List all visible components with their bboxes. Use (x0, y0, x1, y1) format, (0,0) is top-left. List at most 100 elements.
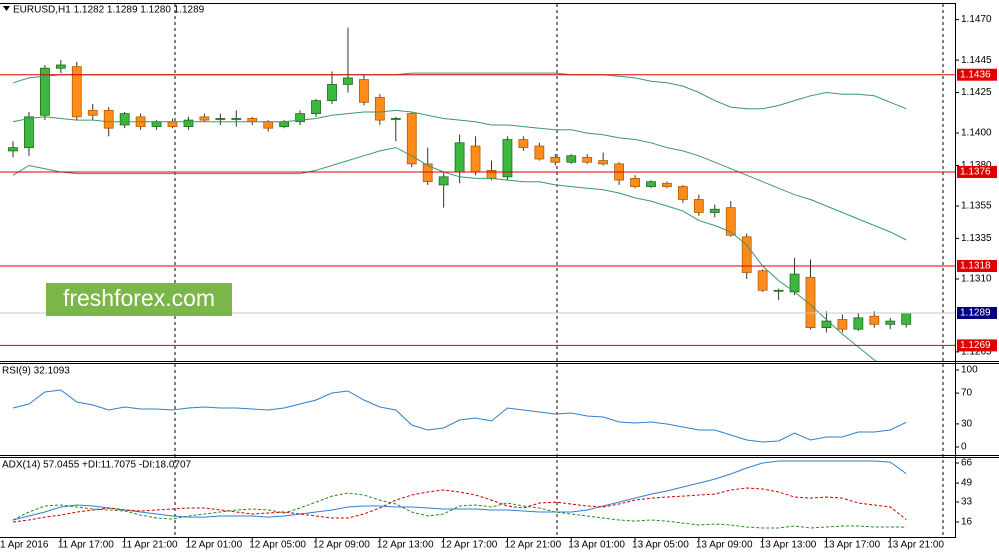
candle-body (119, 113, 130, 126)
x-tick-label: 12 Apr 17:00 (441, 540, 498, 551)
candle-body (534, 145, 545, 160)
candle-body (231, 118, 242, 120)
candle-body (869, 315, 880, 325)
candle-body (821, 320, 832, 328)
x-tick-label: 11 Apr 21:00 (122, 540, 178, 551)
x-tick-label: 12 Apr 13:00 (377, 540, 434, 551)
candle-body (518, 139, 529, 149)
candle-body (422, 163, 433, 183)
indicator-line (12, 147, 877, 361)
candle-body (837, 319, 848, 330)
x-tick-label: 12 Apr 09:00 (313, 540, 370, 551)
candle-body (406, 113, 417, 165)
candle-body (151, 121, 162, 127)
candle-body (757, 270, 768, 291)
y-tick-label: 1.1445 (961, 55, 992, 66)
y-tick-label: 1.1265 (961, 347, 992, 358)
y-tick-label: 49 (961, 478, 973, 489)
candle-body (709, 208, 720, 213)
x-tick-label: 13 Apr 21:00 (887, 540, 944, 551)
chart-title: EURUSD,H1 1.1282 1.1289 1.1280 1.1289 (13, 5, 205, 16)
last-price-box (957, 306, 997, 319)
x-tick-label: 13 Apr 01:00 (568, 540, 625, 551)
candle-body (24, 116, 34, 149)
level-label-box (957, 339, 997, 352)
candle-body (327, 84, 337, 102)
candle-body (454, 142, 465, 173)
candle-body (8, 147, 18, 152)
candle-body (183, 119, 194, 127)
x-tick-label: 11 Apr 17:00 (58, 540, 114, 551)
indicator-line (12, 487, 907, 523)
adx-panel (12, 460, 907, 529)
x-tick-label: 12 Apr 21:00 (504, 540, 561, 551)
candle-body (566, 155, 577, 163)
y-tick-label: 70 (961, 388, 973, 399)
y-tick-label: 30 (961, 419, 973, 430)
candle-body (885, 320, 896, 325)
candle-body (741, 236, 752, 273)
level-label-box (957, 68, 997, 81)
level-label-box (957, 259, 997, 272)
x-tick-label: 13 Apr 05:00 (632, 540, 689, 551)
y-tick-label: 16 (961, 517, 973, 528)
candle-body (550, 156, 561, 163)
candle-body (167, 121, 178, 127)
candle-body (390, 118, 401, 120)
indicator-line (12, 109, 907, 241)
x-tick-label: 12 Apr 01:00 (185, 540, 242, 551)
indicator-line (12, 460, 907, 521)
candle-body (630, 178, 640, 187)
candle-body (87, 109, 98, 116)
candle-body (678, 186, 688, 200)
level-label: 1.1269 (960, 340, 991, 351)
y-tick-label: 1.1335 (961, 233, 992, 244)
candle-body (598, 160, 609, 165)
indicator-line (12, 492, 907, 529)
y-tick-label: 1.1400 (961, 128, 992, 139)
candle-body (725, 207, 736, 236)
watermark: freshforex.com (63, 285, 215, 311)
watermark-box (46, 283, 232, 316)
candle-body (358, 79, 369, 103)
y-tick-label: 33 (961, 497, 973, 508)
menu-icon (3, 6, 10, 11)
level-label: 1.1376 (960, 167, 991, 178)
y-tick-label: 0 (961, 442, 967, 453)
x-tick-label: 12 Apr 05:00 (249, 540, 306, 551)
x-tick-label: 13 Apr 13:00 (760, 540, 817, 551)
candle-body (853, 317, 864, 330)
candle-body (311, 100, 321, 115)
x-tick-label: 13 Apr 09:00 (696, 540, 753, 551)
y-tick-label: 66 (961, 458, 973, 469)
adx-title: ADX(14) 57.0455 +DI:11.7075 -DI:18.0707 (2, 460, 192, 471)
candle-body (582, 156, 593, 163)
y-tick-label: 1.1380 (961, 160, 992, 171)
candle-body (374, 96, 385, 121)
candle-body (773, 289, 784, 292)
candle-body (71, 66, 82, 118)
candle-body (438, 176, 449, 186)
candle-body (279, 121, 290, 127)
indicator-line (12, 389, 907, 443)
level-label: 1.1436 (960, 69, 991, 80)
candle-body (295, 113, 306, 123)
rsi-title: RSI(9) 32.1093 (2, 366, 70, 377)
candle-body (662, 182, 672, 187)
candle-body (343, 77, 353, 85)
y-tick-label: 1.1355 (961, 201, 992, 212)
candle-body (103, 109, 114, 129)
candle-body (693, 199, 704, 213)
candle-body (263, 121, 274, 129)
candle-body (502, 139, 513, 178)
price-panel (0, 27, 955, 361)
x-tick-label: 1 Apr 2016 (0, 540, 49, 551)
candle-body (199, 116, 210, 121)
y-tick-label: 100 (961, 365, 978, 376)
y-tick-label: 1.1310 (961, 274, 992, 285)
candle-body (901, 312, 912, 325)
candle-body (55, 64, 66, 69)
candle-body (40, 67, 50, 116)
